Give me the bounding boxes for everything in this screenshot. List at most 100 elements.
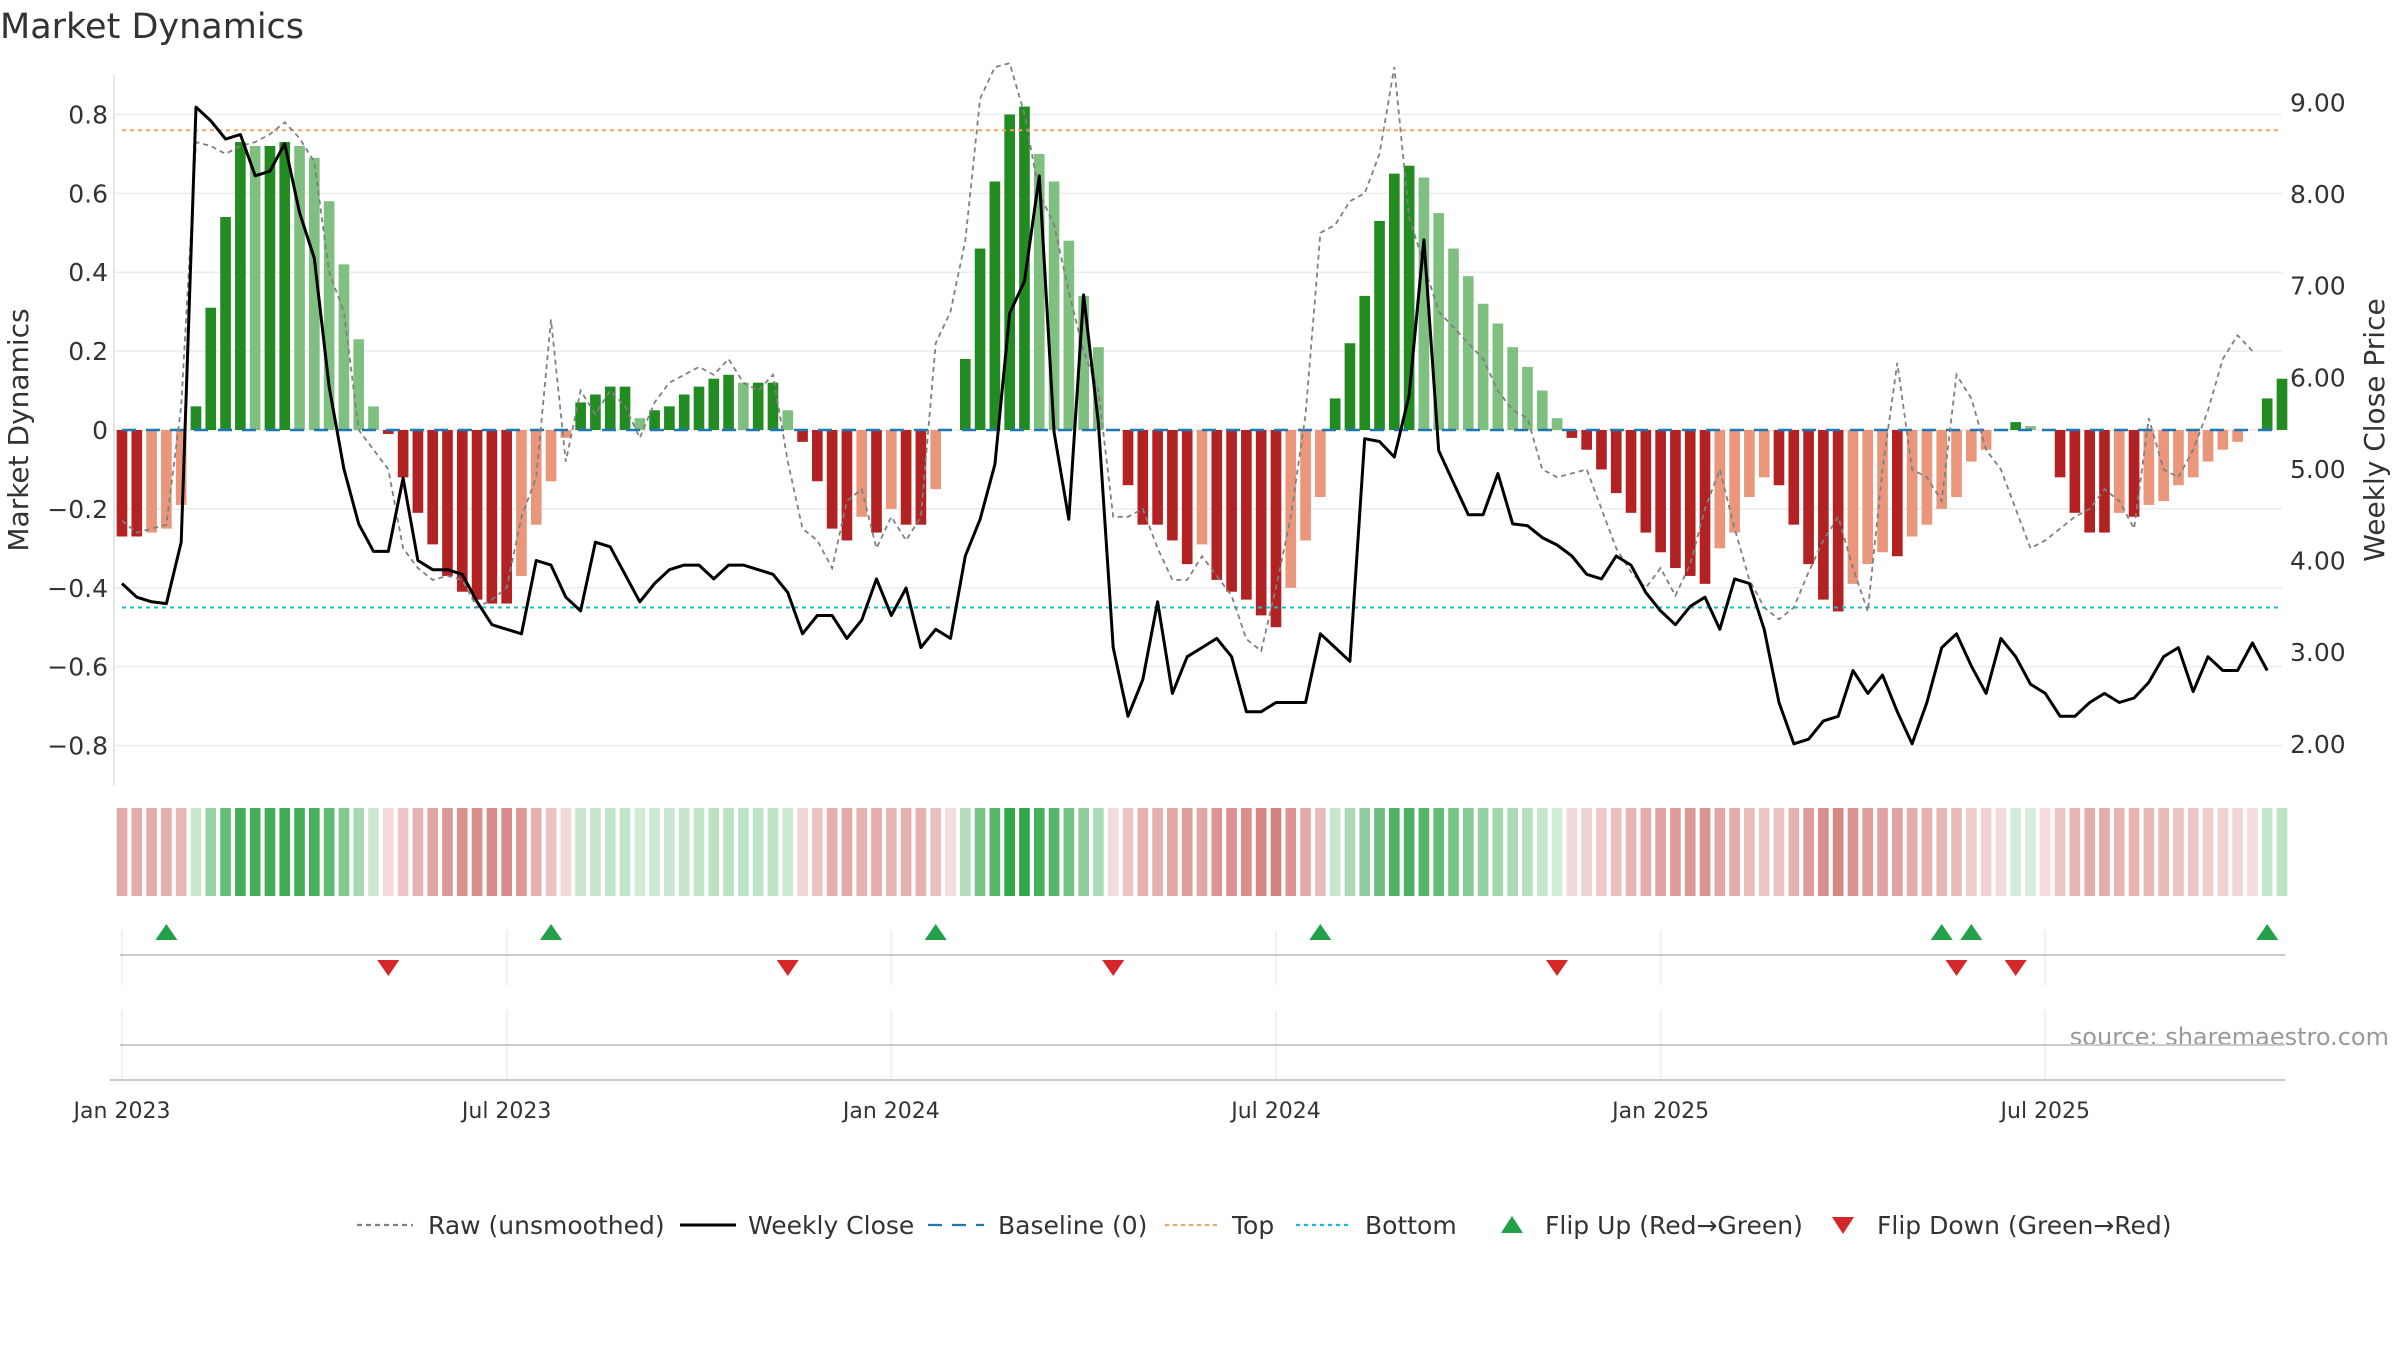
heatstrip-cell	[220, 808, 231, 896]
heatstrip-cell	[930, 808, 942, 896]
market-dynamics-bar	[915, 430, 927, 525]
heatstrip-cell	[161, 808, 172, 896]
market-dynamics-bar	[353, 339, 365, 430]
heatstrip-cell	[989, 808, 1001, 896]
market-dynamics-bar	[1004, 114, 1015, 430]
heatstrip-cell	[1758, 808, 1770, 896]
market-dynamics-bar	[1033, 153, 1045, 430]
y-right-tick-label: 6.00	[2290, 363, 2346, 392]
market-dynamics-bar	[1329, 398, 1341, 430]
y-left-tick-label: 0.6	[68, 179, 108, 208]
heatstrip-cell	[1862, 808, 1874, 896]
market-dynamics-bar	[974, 248, 986, 430]
market-dynamics-bar	[1152, 430, 1163, 525]
market-dynamics-bar	[1566, 430, 1578, 438]
market-dynamics-bar	[1551, 418, 1563, 430]
market-dynamics-bar	[1285, 430, 1297, 588]
y-right-tick-label: 7.00	[2290, 272, 2346, 301]
market-dynamics-bar	[1832, 430, 1844, 612]
heatstrip-cell	[1462, 808, 1474, 896]
market-dynamics-bar	[797, 430, 808, 442]
market-dynamics-bar	[545, 430, 557, 482]
heatstrip-cell	[456, 808, 468, 896]
heatstrip-cell	[1270, 808, 1282, 896]
heatstrip-cell	[294, 808, 305, 896]
market-dynamics-bar	[1536, 390, 1548, 430]
market-dynamics-bar	[1610, 430, 1622, 494]
heatstrip-cell	[723, 808, 734, 896]
legend-item: Weekly Close	[680, 1211, 914, 1240]
heatstrip-cell	[841, 808, 853, 896]
market-dynamics-bar	[220, 217, 231, 430]
raw-unsmoothed-line	[121, 62, 2254, 653]
heatstrip-cell	[1581, 808, 1592, 896]
market-dynamics-bar	[1270, 430, 1282, 628]
heatstrip-cell	[545, 808, 557, 896]
market-dynamics-bar	[1418, 177, 1430, 430]
heatstrip-cell	[2202, 808, 2214, 896]
market-dynamics-bar	[412, 430, 424, 513]
heatstrip-cell	[1788, 808, 1800, 896]
y-right-tick-label: 2.00	[2290, 730, 2346, 759]
market-dynamics-bar	[1344, 343, 1356, 430]
heatstrip-cell	[368, 808, 379, 896]
heatstrip-cell	[708, 808, 720, 896]
market-dynamics-bar	[1078, 295, 1089, 430]
heatstrip-cell	[2010, 808, 2022, 896]
market-dynamics-bar	[1226, 430, 1237, 592]
market-dynamics-bar	[1300, 430, 1311, 541]
market-dynamics-bar	[708, 378, 720, 430]
legend-flip-down-icon	[1832, 1217, 1854, 1234]
market-dynamics-bar	[1433, 213, 1445, 430]
heatstrip-cell	[397, 808, 409, 896]
market-dynamics-bar	[516, 430, 527, 576]
y-axis-left-label: Market Dynamics	[2, 308, 35, 551]
heatstrip-cell	[1359, 808, 1371, 896]
market-dynamics-bar	[604, 386, 616, 430]
heatstrip-cell	[1536, 808, 1548, 896]
market-dynamics-bar	[1359, 295, 1371, 430]
market-dynamics-bar	[1315, 430, 1326, 498]
market-dynamics-bar	[456, 430, 468, 592]
heatstrip-cell	[812, 808, 823, 896]
legend-label: Baseline (0)	[998, 1211, 1147, 1240]
flip-up-marker	[2256, 924, 2279, 940]
heatstrip-cell	[1847, 808, 1859, 896]
legend-label: Flip Up (Red→Green)	[1545, 1211, 1803, 1240]
y-left-tick-label: −0.2	[47, 495, 108, 524]
heatstrip-cell	[116, 808, 128, 896]
heatstrip-cell	[1596, 808, 1607, 896]
heatstrip-cell	[900, 808, 912, 896]
market-dynamics-bar	[826, 430, 838, 529]
legend-item: Raw (unsmoothed)	[357, 1211, 665, 1240]
heatstrip-cell	[1610, 808, 1622, 896]
y-left-tick-label: 0.8	[68, 100, 108, 129]
heatstrip-cell	[782, 808, 794, 896]
heatstrip-cell	[338, 808, 350, 896]
heatstrip-cell	[1241, 808, 1252, 896]
heatstrip-cell	[2025, 808, 2036, 896]
flip-up-marker	[540, 924, 563, 940]
heatstrip-cell	[871, 808, 882, 896]
heatstrip-cell	[1965, 808, 1977, 896]
heatstrip-cell	[530, 808, 542, 896]
heatstrip-cell	[1078, 808, 1089, 896]
market-dynamics-bar	[249, 146, 261, 430]
chart-title: Market Dynamics	[0, 7, 304, 47]
y-left-tick-label: 0	[92, 416, 108, 445]
market-dynamics-bar	[2128, 430, 2140, 517]
legend: Raw (unsmoothed) Weekly Close Baseline (0)…	[357, 1211, 2172, 1240]
heatstrip-cell	[752, 808, 764, 896]
market-dynamics-bar	[2187, 430, 2199, 478]
heatstrip-cell	[501, 808, 512, 896]
market-dynamics-bar	[1862, 430, 1874, 565]
flip-down-marker	[1546, 960, 1569, 976]
heatstrip-cell	[1389, 808, 1400, 896]
x-tick-label: Jan 2025	[1610, 1099, 1709, 1124]
x-tick-label: Jul 2024	[1229, 1099, 1321, 1124]
market-dynamics-bar	[1241, 430, 1252, 600]
market-dynamics-bar	[1581, 430, 1592, 450]
legend-label: Raw (unsmoothed)	[428, 1211, 665, 1240]
heatstrip-cell	[131, 808, 143, 896]
heatstrip-cell	[1477, 808, 1489, 896]
